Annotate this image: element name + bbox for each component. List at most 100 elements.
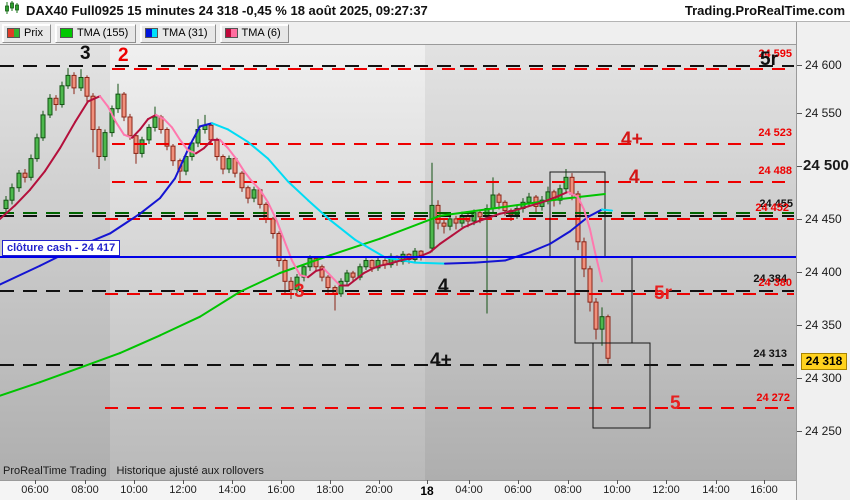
tma155-line <box>439 206 501 217</box>
candle-body <box>453 218 459 224</box>
tma31-line <box>601 208 613 212</box>
tma6-line <box>115 121 125 136</box>
tma155-line <box>199 290 241 318</box>
candle-body <box>563 176 569 190</box>
candle-body <box>9 187 15 201</box>
candle-body <box>575 193 581 243</box>
tma31-line <box>227 128 249 143</box>
time-axis[interactable] <box>0 480 796 500</box>
candle-body <box>28 158 34 178</box>
tma6-line <box>371 264 381 270</box>
price-axis[interactable] <box>796 22 850 500</box>
candle-body <box>102 132 108 158</box>
tma6-line <box>235 157 245 173</box>
candle-body <box>3 199 9 210</box>
tma31-line <box>287 180 309 202</box>
candle-body <box>78 76 84 89</box>
tma6-line <box>267 201 277 220</box>
legend-button-tma-155-[interactable]: TMA (155) <box>54 23 137 43</box>
tma31-line <box>109 212 141 235</box>
tma6-line <box>315 267 325 272</box>
candle-body <box>34 137 40 160</box>
candle-body <box>338 280 344 295</box>
instrument-title: DAX40 Full0925 15 minutes 24 318 -0,45 %… <box>26 3 428 18</box>
tma31-line <box>0 264 41 286</box>
tma31-line <box>189 125 201 147</box>
candle-body <box>183 156 189 172</box>
tma31-line <box>329 218 356 241</box>
candle-body <box>350 272 356 278</box>
tma6-line <box>291 259 301 277</box>
tma155-line <box>239 272 281 293</box>
tma31-line <box>549 230 571 245</box>
candle-body <box>239 172 245 189</box>
tma155-line <box>559 192 606 201</box>
candle-body <box>71 74 77 89</box>
tma6-line <box>187 149 197 155</box>
candle-body <box>115 93 121 110</box>
tma6-line <box>567 190 579 199</box>
tma6-line <box>594 251 600 270</box>
tma6-line <box>399 257 411 262</box>
candle-body <box>152 116 158 128</box>
tma6-line <box>227 147 237 160</box>
legend-color-swatch <box>59 28 73 38</box>
candle-body <box>84 76 90 97</box>
candle-body <box>375 260 381 269</box>
tma6-line <box>0 204 16 220</box>
tma6-line <box>379 262 391 267</box>
candle-body <box>90 95 96 130</box>
candle-body <box>325 276 331 289</box>
legend-button-prix[interactable]: Prix <box>2 23 51 43</box>
tma6-line <box>583 208 591 231</box>
candle-body <box>301 266 307 278</box>
tma31-line <box>414 261 446 265</box>
tma155-line <box>39 366 81 384</box>
tma6-line <box>598 267 603 283</box>
tma6-line <box>487 212 501 219</box>
candlestick-chart-icon <box>4 0 20 21</box>
tma155-line <box>379 214 441 240</box>
legend-color-swatch <box>224 28 238 38</box>
candle-body <box>363 260 369 268</box>
tma155-line <box>119 334 161 355</box>
tma155-line <box>0 381 41 397</box>
candle-body <box>121 93 127 118</box>
tma6-line <box>163 118 173 129</box>
tma6-line <box>475 216 489 224</box>
candle-body <box>270 218 276 234</box>
tma31-line <box>247 140 269 160</box>
candle-body <box>251 189 257 199</box>
tma6-line <box>171 126 181 141</box>
candle-body <box>319 266 325 278</box>
candle-body <box>569 176 575 195</box>
candle-body <box>40 114 46 139</box>
legend-button-tma-6-[interactable]: TMA (6) <box>219 23 289 43</box>
candle-body <box>208 124 214 141</box>
indicator-legend-bar: Prix TMA (155) TMA (31) TMA (6) <box>0 22 796 45</box>
tma6-line <box>155 113 165 121</box>
tma31-line <box>307 199 331 221</box>
tma6-line <box>555 190 569 199</box>
chart-plot-area[interactable] <box>0 45 796 480</box>
candle-body <box>245 187 251 199</box>
tma6-line <box>347 278 357 287</box>
tma6-line <box>527 201 543 208</box>
legend-label: TMA (6) <box>241 27 281 39</box>
platform-brand: Trading.ProRealTime.com <box>684 3 845 18</box>
legend-button-tma-31-[interactable]: TMA (31) <box>140 23 216 43</box>
candle-body <box>146 126 152 141</box>
legend-color-swatch <box>7 28 20 38</box>
candle-body <box>313 257 319 268</box>
tma31-line <box>354 238 386 259</box>
tma31-line <box>529 242 551 254</box>
price-chart-svg[interactable] <box>0 45 796 480</box>
candle-body <box>369 260 375 269</box>
candle-body <box>226 158 232 170</box>
tma6-line <box>419 251 431 258</box>
tma6-line <box>219 138 229 150</box>
tma6-line <box>29 170 46 191</box>
candle-body <box>65 74 71 87</box>
candle-body <box>593 301 599 330</box>
